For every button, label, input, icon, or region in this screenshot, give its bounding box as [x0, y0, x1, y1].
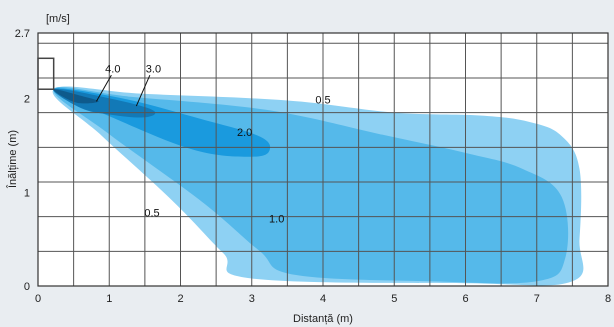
contour-label: 1.0: [269, 213, 284, 225]
x-axis-label: Distanță (m): [293, 313, 353, 325]
x-tick-label: 1: [106, 293, 112, 305]
y-tick-label: 2.7: [15, 28, 30, 40]
x-tick-label: 2: [177, 293, 183, 305]
y-tick-label: 2: [24, 94, 30, 106]
y-tick-label: 0: [24, 281, 30, 293]
annotation-leaders: [95, 74, 151, 107]
x-tick-label: 4: [320, 293, 326, 305]
contour-label: 0.5: [144, 208, 159, 220]
air-outlet-device: [37, 57, 55, 90]
device-outline: [37, 57, 55, 90]
x-tick-label: 5: [391, 293, 397, 305]
y-ticks: 0 1 2 2.7: [15, 28, 30, 293]
y-tick-label: 1: [24, 187, 30, 199]
x-tick-label: 0: [35, 293, 41, 305]
unit-label: [m/s]: [46, 13, 70, 25]
leader-line-4-0: [95, 74, 112, 102]
contour-label: 0.5: [315, 94, 330, 106]
contour-label: 4.0: [105, 63, 120, 75]
y-axis-label: Înălțime (m): [6, 130, 19, 189]
x-ticks: 0 1 2 3 4 5 6 7 8: [35, 293, 611, 305]
annotations: 4.0 3.0 0.5 2.0 1.0 0.5: [105, 63, 330, 225]
velocity-area-4-0: [53, 89, 99, 104]
contour-label: 2.0: [237, 127, 252, 139]
x-tick-label: 6: [462, 293, 468, 305]
x-tick-label: 3: [249, 293, 255, 305]
x-tick-label: 8: [605, 293, 611, 305]
leader-line-3-0: [135, 74, 151, 107]
contour-label: 3.0: [146, 63, 161, 75]
grid: [37, 32, 609, 287]
plot-frame: [37, 32, 609, 287]
x-tick-label: 7: [534, 293, 540, 305]
